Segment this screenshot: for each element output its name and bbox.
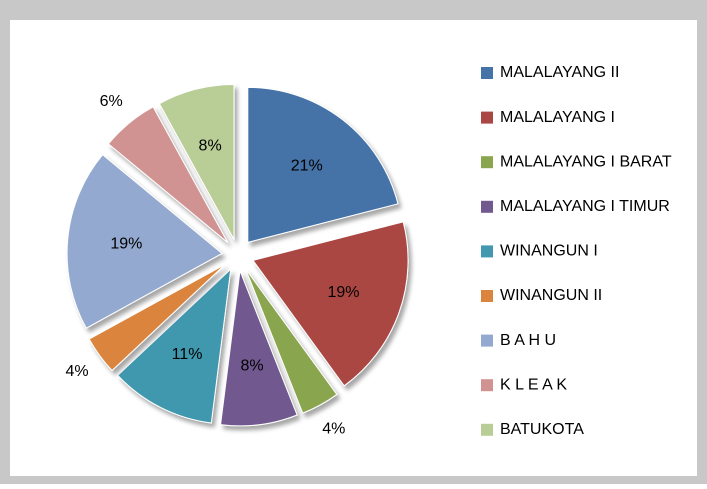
legend-swatch xyxy=(481,334,493,347)
slice xyxy=(88,263,226,372)
data-label: 19% xyxy=(110,236,142,253)
legend-label: B A H U xyxy=(500,332,556,349)
legend-label: WINANGUN I xyxy=(500,243,598,260)
data-label: 6% xyxy=(100,93,123,110)
data-label: 19% xyxy=(327,284,359,301)
slice xyxy=(252,221,409,387)
slice xyxy=(117,267,232,424)
slice xyxy=(220,270,298,427)
legend-swatch xyxy=(481,67,493,79)
data-label: 4% xyxy=(322,421,345,438)
legend-label: K L E A K xyxy=(500,376,567,393)
data-label: 11% xyxy=(172,346,203,363)
slice xyxy=(66,153,223,329)
slice xyxy=(245,268,338,414)
legend-swatch xyxy=(481,200,493,213)
slice xyxy=(158,84,235,240)
slice xyxy=(107,106,229,244)
data-label: 4% xyxy=(66,363,89,380)
data-label: 8% xyxy=(199,138,222,155)
legend-label: MALALAYANG I TIMUR xyxy=(500,198,670,215)
legend-label: MALALAYANG I BARAT xyxy=(500,153,672,170)
legend-swatch xyxy=(481,156,493,169)
legend-label: WINANGUN II xyxy=(500,287,602,304)
legend-swatch xyxy=(481,290,493,302)
legend-label: MALALAYANG I xyxy=(500,109,615,126)
data-label: 21% xyxy=(291,158,323,175)
data-label: 8% xyxy=(240,357,263,374)
legend-swatch xyxy=(481,379,493,392)
legend-swatch xyxy=(481,423,493,436)
slice xyxy=(247,86,399,244)
legend-label: MALALAYANG II xyxy=(500,64,619,81)
legend-label: BATUKOTA xyxy=(500,421,584,438)
legend-swatch xyxy=(481,245,493,258)
legend-swatch xyxy=(481,111,493,124)
